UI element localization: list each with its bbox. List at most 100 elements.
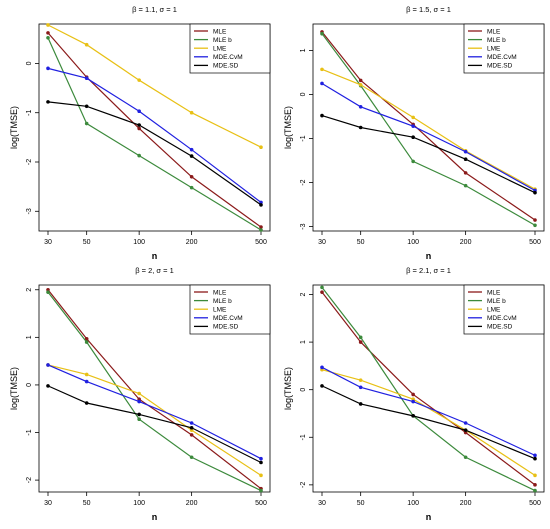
- data-point: [259, 456, 263, 461]
- chart-panel-1: β = 1.1, σ = 1 30 50 100 200 500 n 0 -1 -2 -3 log(T…: [9, 5, 271, 261]
- chart-title: β = 1.5, σ = 1: [406, 5, 451, 14]
- data-point: [320, 31, 324, 36]
- series-mde-cvm: [46, 66, 263, 205]
- data-point: [46, 23, 50, 27]
- series-line: [47, 364, 262, 476]
- data-point: [411, 115, 415, 120]
- y-tick-label: -1: [300, 434, 307, 440]
- data-point: [533, 223, 537, 228]
- series-mle: [46, 31, 263, 229]
- data-point: [320, 113, 324, 118]
- chart-panel-4: β = 2.1, σ = 1 30 50 100 200 500 n 2 1 0 -1 -2 log(T…: [283, 266, 545, 522]
- x-tick-label: 200: [460, 500, 472, 507]
- data-point: [46, 290, 50, 294]
- series-mde-cvm: [320, 365, 537, 458]
- data-point: [84, 76, 89, 81]
- data-point: [84, 379, 89, 384]
- data-point: [533, 218, 537, 222]
- chart-title: β = 1.1, σ = 1: [132, 5, 177, 14]
- data-point: [358, 105, 363, 109]
- data-point: [46, 31, 50, 35]
- data-point: [411, 414, 415, 418]
- data-point: [137, 78, 141, 82]
- data-point: [533, 483, 537, 487]
- series-line: [321, 68, 536, 190]
- y-tick-label: 0: [300, 388, 307, 392]
- data-point: [84, 336, 89, 341]
- x-tick-label: 500: [255, 500, 267, 507]
- x-tick-label: 200: [460, 239, 472, 246]
- data-point: [320, 365, 324, 370]
- legend-entry: MDE.SD: [487, 63, 513, 70]
- data-point: [533, 456, 537, 461]
- data-point: [411, 124, 415, 128]
- data-point: [463, 183, 468, 188]
- data-point: [358, 335, 363, 340]
- y-tick-label: 1: [300, 48, 307, 52]
- data-point: [320, 285, 324, 290]
- legend-entry: LME: [487, 307, 501, 314]
- data-point: [189, 154, 194, 158]
- x-axis-label: n: [152, 512, 158, 522]
- data-point: [189, 110, 194, 115]
- data-point: [46, 100, 50, 104]
- legend-entry: LME: [213, 46, 227, 53]
- data-point: [411, 399, 415, 404]
- data-point: [259, 145, 263, 150]
- y-tick-label: 2: [300, 292, 307, 296]
- plot-frame: [312, 284, 545, 493]
- series-mde-sd: [46, 384, 263, 465]
- data-point: [358, 82, 363, 87]
- data-point: [259, 225, 263, 229]
- chart-title: β = 2.1, σ = 1: [406, 266, 451, 275]
- data-point: [358, 402, 363, 406]
- legend-entry: MLE b: [487, 298, 506, 305]
- data-point: [320, 67, 324, 72]
- y-tick-label: -2: [300, 179, 307, 185]
- data-point: [137, 153, 141, 158]
- data-point: [259, 488, 263, 493]
- legend-entry: MDE.CvM: [487, 54, 517, 61]
- series-line: [321, 369, 536, 476]
- legend-entry: MDE.CvM: [213, 54, 243, 61]
- data-point: [137, 391, 141, 396]
- series-line: [47, 364, 262, 460]
- legend-entry: MDE.SD: [487, 324, 513, 331]
- data-point: [84, 121, 89, 126]
- data-point: [358, 385, 363, 390]
- legend-entry: MDE.SD: [213, 63, 239, 70]
- x-tick-label: 100: [407, 500, 419, 507]
- y-tick-label: -2: [26, 477, 33, 483]
- legend-entry: MDE.CvM: [487, 315, 517, 322]
- y-tick-label: 0: [300, 92, 307, 96]
- data-point: [320, 384, 324, 388]
- data-point: [411, 392, 415, 397]
- y-tick-label: 2: [26, 288, 33, 292]
- x-tick-label: 50: [357, 500, 365, 507]
- data-point: [463, 421, 468, 425]
- series-lme: [320, 367, 537, 478]
- y-axis-label: log(TMSE): [9, 106, 19, 149]
- y-tick-label: -1: [26, 429, 33, 435]
- data-point: [137, 399, 141, 404]
- series-line: [47, 101, 262, 206]
- data-point: [463, 428, 468, 432]
- legend-entry: MDE.CvM: [213, 315, 243, 322]
- legend-entry: MLE: [213, 28, 227, 35]
- y-axis-label: log(TMSE): [283, 106, 293, 149]
- y-tick-label: 0: [26, 61, 33, 65]
- series-mde-cvm: [46, 363, 263, 461]
- data-point: [533, 488, 537, 493]
- x-tick-label: 100: [133, 500, 145, 507]
- series-line: [321, 82, 536, 192]
- data-point: [189, 147, 194, 152]
- y-tick-label: -2: [300, 482, 307, 488]
- data-point: [358, 78, 363, 83]
- series-mde-sd: [46, 100, 263, 207]
- plot-frame: [38, 23, 271, 232]
- x-tick-label: 100: [407, 239, 419, 246]
- data-point: [84, 42, 89, 47]
